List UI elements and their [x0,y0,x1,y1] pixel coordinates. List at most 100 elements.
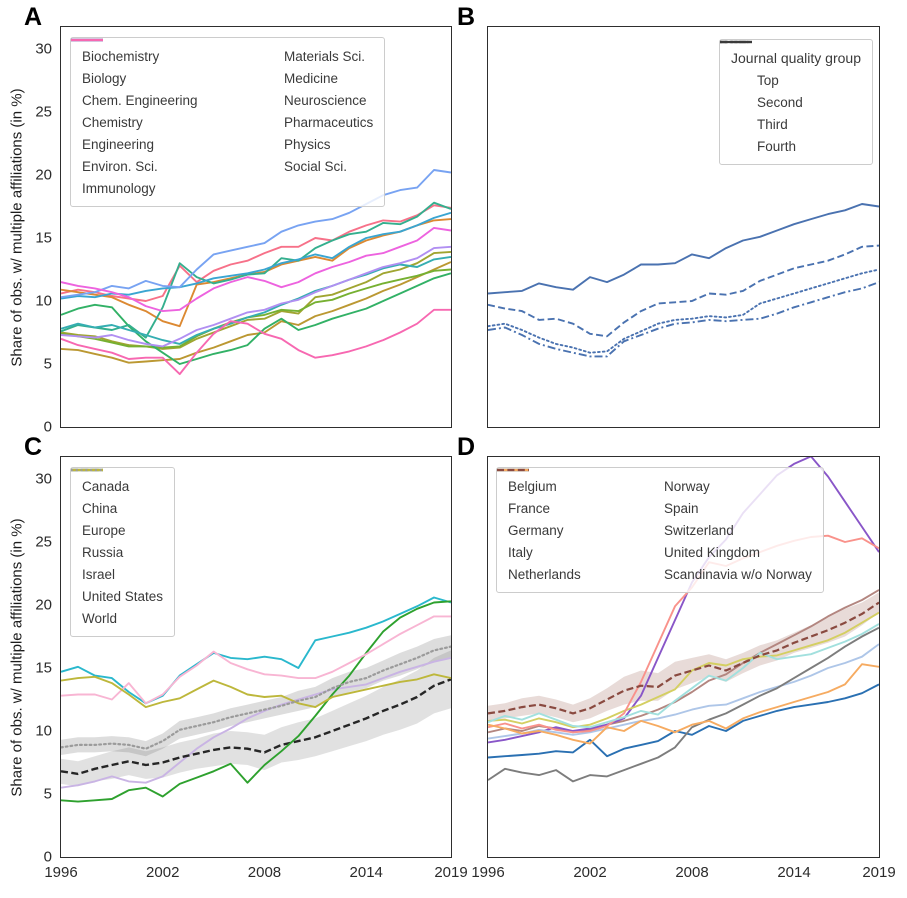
legend-item: Chemistry [71,38,270,133]
legend-item: United Kingdom [497,468,812,563]
y-tick-label: 30 [35,40,52,58]
legend-item: Russia [71,468,163,563]
legend-label: Top [757,72,779,88]
series-line [61,268,451,349]
panel-label-a: A [24,3,43,31]
series-line [61,678,451,776]
legend-label: Belgium [508,478,557,494]
legend-label: Italy [508,544,533,560]
series-line [61,201,451,339]
legend-item: Physics [71,38,373,155]
legend-label: Russia [82,544,124,560]
series-line [61,600,451,803]
legend-label: Israel [82,566,116,582]
legend-label: Biochemistry [82,48,160,64]
legend-label: Canada [82,478,130,494]
series-line [488,643,879,740]
legend-label: Pharmaceutics [284,114,374,130]
confidence-band [61,650,451,787]
legend-item: Chem. Engineering [71,38,270,111]
series-line [61,255,451,345]
legend-label: Second [757,94,803,110]
legend-label: Netherlands [508,566,581,582]
series-line [488,203,879,295]
x-tick-label: 2019 [862,864,896,881]
y-tick-label: 0 [43,848,52,866]
legend-item: Norway [497,468,812,497]
legend-item: Spain [497,468,812,519]
y-tick-label: 20 [35,166,52,184]
series-line [61,218,451,328]
legend-item: Biology [71,38,270,89]
y-tick-label: 20 [35,596,52,614]
y-tick-label: 25 [35,103,52,121]
y-axis-label-bottom: Share of obs. w/ multiple affiliations (… [8,518,26,797]
series-line [488,663,879,745]
x-tick-label: 2014 [777,864,811,881]
legend-label: World [82,610,118,626]
legend-label: Spain [664,500,699,516]
legend-label: Fourth [757,138,797,154]
legend-item: Environ. Sci. [71,38,270,177]
series-line [61,169,451,299]
legend-label: Chemistry [82,114,143,130]
series-line [488,611,879,729]
legend-item: Netherlands [497,468,650,585]
legend-item: Social Sci. [71,38,373,177]
y-tick-label: 30 [35,470,52,488]
legend-item: Belgium [497,468,650,497]
panel-c-plot: 0 5 10 15 20 25 30 1996 2002 2008 2014 2019 Canada Ch… [35,456,468,881]
legend: Biochemistry Biology Chem. Engineering Chem… [70,37,386,207]
x-tick-label: 2002 [146,864,180,881]
legend-item: Third [720,40,803,135]
legend-label: Switzerland [664,522,734,538]
series-line [61,673,451,709]
legend-label: Chem. Engineering [82,92,198,108]
legend-item: Pharmaceutics [71,38,374,133]
series-line [61,250,451,350]
legend-item: Materials Sci. [71,38,373,67]
series-line [61,211,451,300]
legend-item: Scandinavia w/o Norway [497,468,812,585]
x-tick-label: 2014 [349,864,383,881]
legend-label: China [82,500,118,516]
legend-label: Environ. Sci. [82,158,158,174]
legend: Canada China Europe Russia Israel United Stat… [70,467,176,637]
panel-label-d: D [457,433,476,461]
x-tick-label: 2008 [247,864,282,881]
legend-item: France [497,468,650,519]
series-line [61,204,451,302]
legend: Journal quality group Top Second Third Fourt… [719,39,873,165]
legend-label: Physics [284,136,331,152]
y-tick-label: 15 [35,659,52,677]
line-chart [61,169,451,376]
legend-label: Social Sci. [284,158,348,174]
legend-item: Israel [71,468,163,585]
panel-label-c: C [24,433,43,461]
legend-item: Switzerland [497,468,812,541]
y-tick-label: 15 [35,229,52,247]
legend-item: World [71,468,163,629]
legend-label: United Kingdom [664,544,761,560]
line-chart [61,596,451,803]
line-chart [488,203,879,358]
x-tick-label: 2008 [675,864,709,881]
legend-title: Journal quality group [731,50,861,66]
x-tick-label: 2002 [573,864,607,881]
panel-d-plot: 1996 2002 2008 2014 2019 Belgium France Germany… [471,456,896,881]
legend-item: Neuroscience [71,38,373,111]
legend-label: Third [757,116,788,132]
x-tick-label: 2019 [434,864,468,881]
legend-item: Immunology [71,38,270,199]
legend-label: Biology [82,70,127,86]
legend-line-swatch [497,468,529,472]
series-line [488,601,879,715]
legend-item: Germany [497,468,650,541]
legend-label: Scandinavia w/o Norway [664,566,812,582]
legend-label: Neuroscience [284,92,367,108]
y-axis-label-top: Share of obs. w/ multiple affiliations (… [8,88,26,367]
legend-label: Europe [82,522,126,538]
series-line [488,623,879,729]
series-line [61,645,451,750]
legend-item: Medicine [71,38,373,89]
